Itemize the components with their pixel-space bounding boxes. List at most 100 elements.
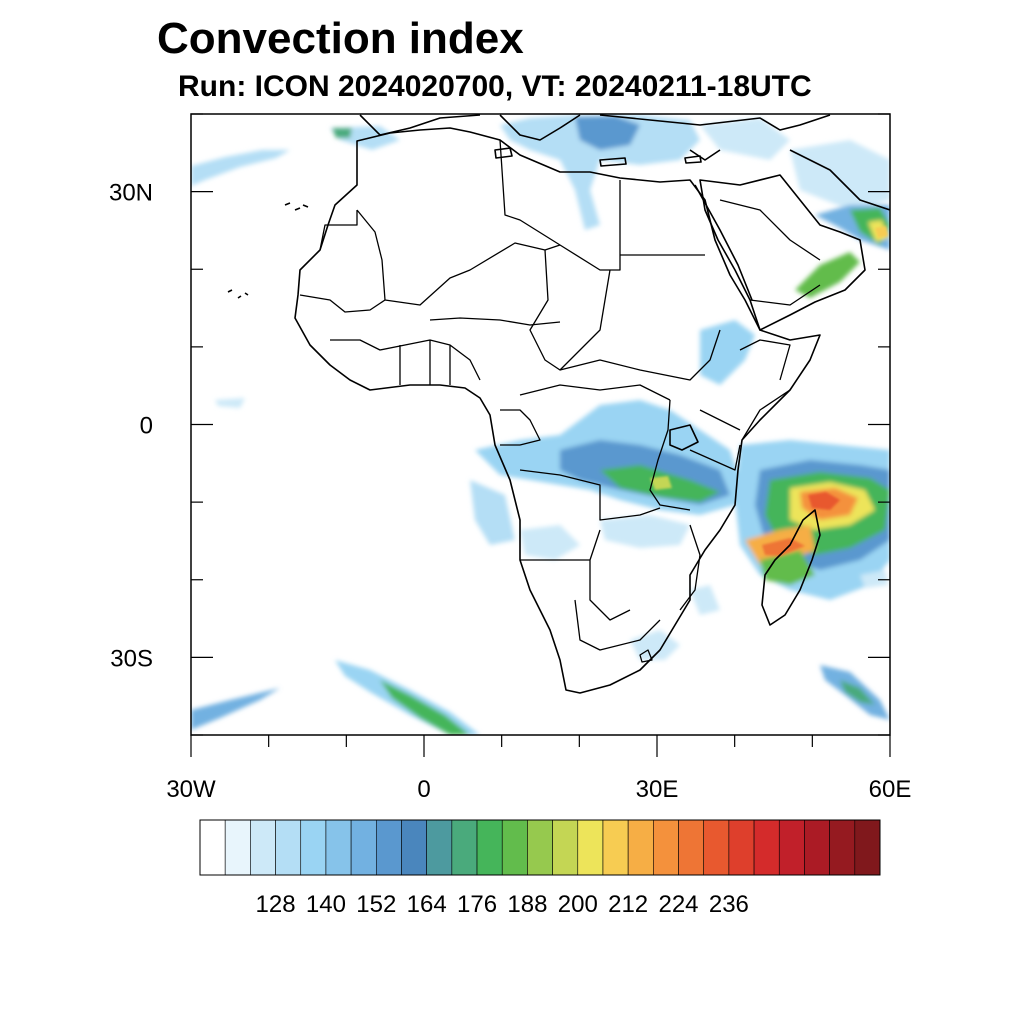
colorbar-swatch xyxy=(778,819,805,876)
colorbar-label: 212 xyxy=(608,891,648,918)
convection-cores xyxy=(650,226,888,556)
colorbar-swatch xyxy=(451,819,478,876)
core-congo-yellow xyxy=(650,476,672,490)
arabia xyxy=(699,174,866,331)
colorbar-swatch xyxy=(552,819,579,876)
colorbar xyxy=(199,819,881,876)
colorbar-swatch xyxy=(426,819,453,876)
colorbar-label: 236 xyxy=(709,891,749,918)
cell-south-atlantic-green xyxy=(380,680,470,735)
cell-madagascar-green xyxy=(760,550,815,585)
cell-sw-atlantic xyxy=(191,688,280,730)
lat-label: 30S xyxy=(110,645,153,672)
cell-turkey-east xyxy=(700,118,790,160)
map-area: 30N 0 30S 30W 0 30E 60E xyxy=(109,113,911,803)
colorbar-swatch xyxy=(501,819,528,876)
cell-iran xyxy=(790,140,890,210)
border-mauritania xyxy=(299,210,386,313)
colorbar-label: 152 xyxy=(356,891,396,918)
colorbar-swatch xyxy=(653,819,679,876)
cell-gulf-of-guinea xyxy=(215,398,245,408)
border-gabon-congo xyxy=(500,409,541,446)
colorbar-swatch xyxy=(577,819,604,876)
border-kenya-tanzania xyxy=(689,409,741,471)
colorbar-swatch xyxy=(527,819,553,876)
colorbar-swatch xyxy=(804,819,830,876)
colorbar-frame xyxy=(199,819,881,876)
cell-angola-interior xyxy=(520,525,580,560)
colorbar-swatch xyxy=(854,819,881,876)
cell-aegean xyxy=(575,116,640,150)
islands-med xyxy=(494,147,702,167)
cape-verde xyxy=(227,289,249,299)
colorbar-swatch xyxy=(325,819,352,876)
colorbar-swatch xyxy=(678,819,705,876)
coastlines xyxy=(227,114,890,694)
border-drc-south xyxy=(519,469,661,521)
core-madagascar-red xyxy=(762,538,805,556)
europe-coast xyxy=(359,114,831,161)
border-drc-east xyxy=(649,399,691,511)
colorbar-label: 176 xyxy=(457,891,497,918)
cell-angola-coast xyxy=(470,480,515,545)
border-libya-egypt xyxy=(499,139,621,271)
africa-coastline xyxy=(294,127,821,694)
cell-se-indian-ocean-green xyxy=(840,680,875,705)
core-gulf-orange xyxy=(875,226,888,238)
border-saudi xyxy=(719,199,821,306)
madagascar xyxy=(761,509,821,626)
colorbar-label: 224 xyxy=(658,891,698,918)
border-angola xyxy=(520,529,631,621)
border-algeria-mali xyxy=(356,209,561,306)
cell-east-ocean-small xyxy=(860,570,888,588)
lon-label: 30E xyxy=(636,776,679,803)
colorbar-labels: 128 140 152 164 176 188 200 212 224 236 xyxy=(256,891,749,918)
cell-mozambique xyxy=(690,585,720,615)
colorbar-swatch xyxy=(627,819,654,876)
border-somalia xyxy=(739,339,791,441)
cell-oman xyxy=(795,252,860,298)
colorbar-label: 164 xyxy=(407,891,447,918)
axis-labels: 30N 0 30S 30W 0 30E 60E xyxy=(109,180,911,803)
colorbar-swatch xyxy=(753,819,780,876)
core-indian-ocean-red xyxy=(808,492,840,510)
colorbar-swatch xyxy=(829,819,856,876)
border-mozambique xyxy=(679,524,701,611)
border-chad-sudan xyxy=(529,249,611,371)
border-west-africa xyxy=(330,339,481,385)
lat-label: 30N xyxy=(109,180,153,207)
plot-title: Convection index xyxy=(157,14,524,63)
colorbar-swatch xyxy=(703,819,730,876)
colorbar-swatch xyxy=(728,819,755,876)
colorbar-label: 140 xyxy=(306,891,346,918)
cell-mediterranean xyxy=(500,115,700,230)
lon-label: 30W xyxy=(166,776,216,803)
colorbar-swatch xyxy=(275,819,302,876)
colorbar-swatch xyxy=(350,819,377,876)
colorbar-label: 188 xyxy=(507,891,547,918)
border-sudan-south xyxy=(559,329,721,381)
axis-ticks xyxy=(190,113,891,757)
lake-victoria xyxy=(669,424,699,451)
colorbar-swatch xyxy=(250,819,276,876)
lon-label: 0 xyxy=(417,776,430,803)
lat-label: 0 xyxy=(140,413,153,440)
cell-nw-atlantic xyxy=(191,150,290,186)
plot-subtitle: Run: ICON 2024020700, VT: 20240211-18UTC xyxy=(178,70,812,103)
cell-zambia xyxy=(600,515,690,548)
colorbar-swatch xyxy=(476,819,503,876)
colorbar-swatch xyxy=(199,819,226,876)
border-namibia-sa xyxy=(574,599,661,651)
colorbar-swatch xyxy=(224,819,251,876)
colorbar-swatch xyxy=(375,819,402,876)
colorbar-swatch xyxy=(602,819,629,876)
colorbar-swatch xyxy=(401,819,427,876)
border-lesotho xyxy=(639,649,653,663)
canary-islands xyxy=(284,202,309,211)
cell-nw-africa-green xyxy=(332,128,352,138)
colorbar-label: 200 xyxy=(558,891,598,918)
lon-label: 60E xyxy=(869,776,912,803)
border-car-drc xyxy=(519,384,671,401)
red-sea xyxy=(694,184,753,301)
